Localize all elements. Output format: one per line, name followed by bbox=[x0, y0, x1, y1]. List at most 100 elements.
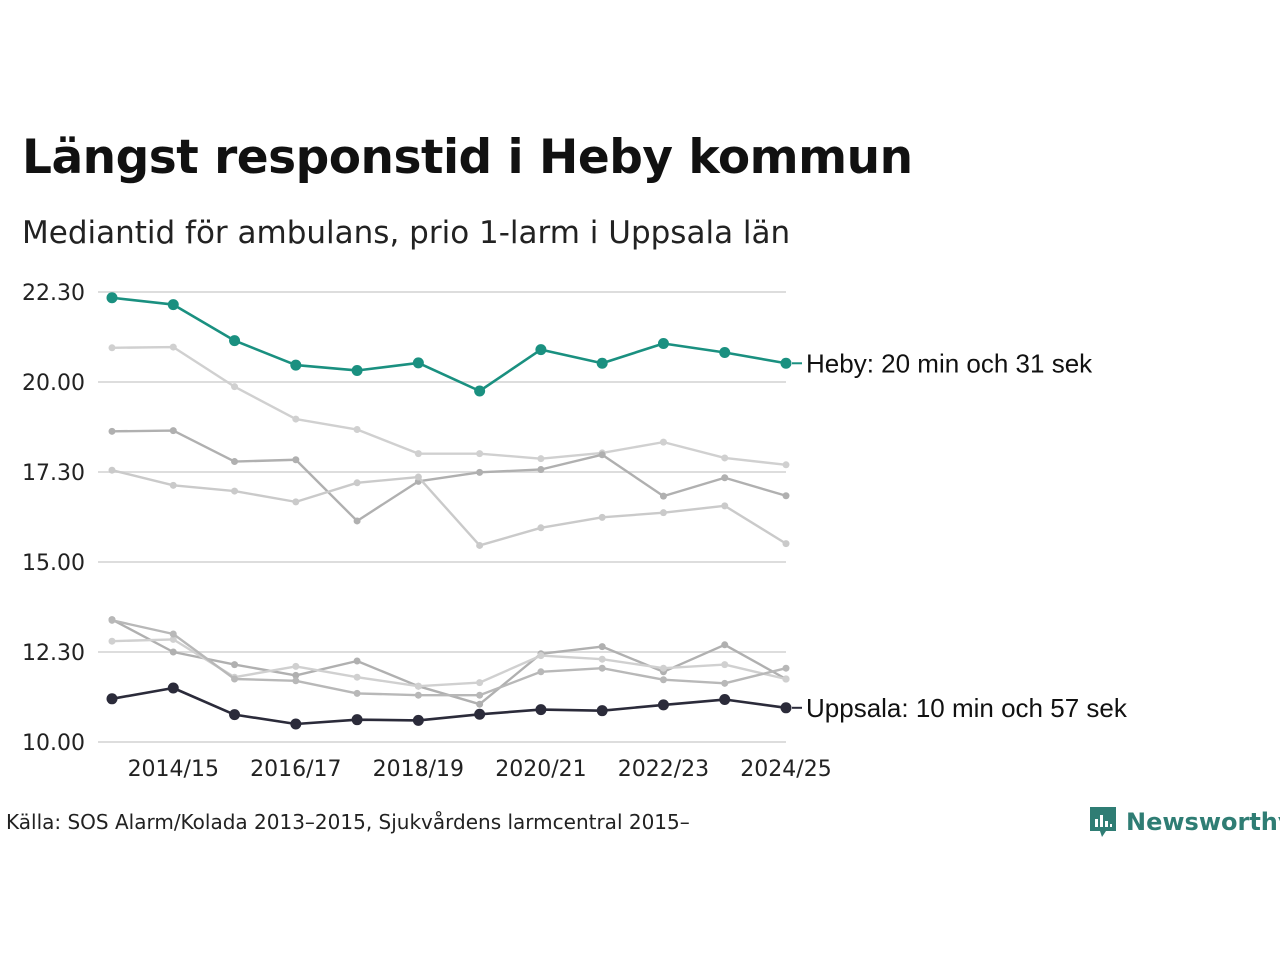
data-point-uppsala bbox=[351, 714, 363, 726]
data-point-kommun-a bbox=[108, 344, 116, 352]
data-point-kommun-f bbox=[537, 668, 545, 676]
data-point-kommun-a bbox=[659, 438, 667, 446]
data-point-kommun-d bbox=[598, 643, 606, 651]
data-point-kommun-f bbox=[292, 677, 300, 685]
data-point-kommun-a bbox=[414, 450, 422, 458]
data-point-heby bbox=[657, 337, 669, 349]
data-point-heby bbox=[474, 385, 486, 397]
x-tick-label: 2018/19 bbox=[373, 757, 464, 782]
data-point-kommun-f bbox=[414, 691, 422, 699]
data-point-kommun-d bbox=[721, 641, 729, 649]
data-point-uppsala bbox=[596, 705, 608, 717]
data-point-kommun-a bbox=[782, 461, 790, 469]
data-point-kommun-e bbox=[169, 635, 177, 643]
data-point-kommun-e bbox=[659, 664, 667, 672]
data-point-kommun-c bbox=[659, 509, 667, 517]
data-point-uppsala bbox=[474, 708, 486, 720]
data-point-kommun-b bbox=[476, 468, 484, 476]
data-point-kommun-a bbox=[537, 455, 545, 463]
data-point-kommun-c bbox=[782, 540, 790, 548]
data-point-kommun-b bbox=[231, 458, 239, 466]
series-line-kommun-a bbox=[111, 345, 787, 466]
series-line-uppsala bbox=[111, 686, 787, 726]
data-point-kommun-b bbox=[659, 492, 667, 500]
y-tick-label: 12.30 bbox=[22, 641, 85, 666]
data-point-kommun-e bbox=[598, 655, 606, 663]
data-point-kommun-a bbox=[353, 426, 361, 434]
series-line-heby bbox=[111, 296, 787, 393]
data-point-kommun-c bbox=[721, 502, 729, 510]
data-point-kommun-d bbox=[231, 661, 239, 669]
source-note: Källa: SOS Alarm/Kolada 2013–2015, Sjukv… bbox=[6, 810, 690, 834]
chart-title: Längst responstid i Heby kommun bbox=[22, 130, 913, 185]
data-point-kommun-d bbox=[353, 657, 361, 665]
data-point-uppsala bbox=[780, 702, 792, 714]
data-point-kommun-b bbox=[782, 492, 790, 500]
data-point-uppsala bbox=[657, 699, 669, 711]
data-point-kommun-f bbox=[169, 630, 177, 638]
data-point-uppsala bbox=[719, 694, 731, 706]
data-point-kommun-d bbox=[169, 648, 177, 656]
data-point-kommun-f bbox=[231, 675, 239, 683]
data-point-kommun-c bbox=[231, 487, 239, 495]
data-point-kommun-a bbox=[476, 450, 484, 458]
data-point-kommun-c bbox=[169, 481, 177, 489]
data-point-heby bbox=[351, 364, 363, 376]
data-point-kommun-a bbox=[721, 454, 729, 462]
data-point-heby bbox=[535, 344, 547, 356]
data-point-kommun-e bbox=[353, 673, 361, 681]
data-point-kommun-a bbox=[231, 383, 239, 391]
x-tick-label: 2022/23 bbox=[618, 757, 709, 782]
x-tick-label: 2014/15 bbox=[128, 757, 219, 782]
data-point-heby bbox=[290, 359, 302, 371]
data-point-kommun-b bbox=[108, 427, 116, 435]
data-point-kommun-e bbox=[476, 679, 484, 687]
data-point-kommun-a bbox=[292, 415, 300, 423]
brand-name: Newsworthy bbox=[1126, 808, 1280, 836]
series-line-kommun-b bbox=[111, 429, 787, 523]
y-tick-label: 20.00 bbox=[22, 371, 85, 396]
data-point-heby bbox=[780, 357, 792, 369]
data-point-heby bbox=[596, 357, 608, 369]
data-point-heby bbox=[229, 335, 241, 347]
data-point-kommun-c bbox=[537, 524, 545, 532]
x-tick-label: 2020/21 bbox=[495, 757, 586, 782]
data-point-kommun-e bbox=[721, 661, 729, 669]
data-point-kommun-e bbox=[782, 675, 790, 683]
data-point-kommun-c bbox=[476, 541, 484, 549]
data-point-kommun-b bbox=[169, 427, 177, 435]
y-tick-label: 10.00 bbox=[22, 731, 85, 756]
data-point-kommun-c bbox=[108, 466, 116, 474]
data-point-kommun-e bbox=[537, 652, 545, 660]
data-point-kommun-c bbox=[414, 473, 422, 481]
x-tick-label: 2016/17 bbox=[250, 757, 341, 782]
data-point-kommun-f bbox=[598, 664, 606, 672]
data-point-uppsala bbox=[229, 709, 241, 721]
series-label-heby: Heby: 20 min och 31 sek bbox=[806, 348, 1093, 378]
brand-logo[interactable]: Newsworthy bbox=[1088, 804, 1280, 840]
y-tick-label: 22.30 bbox=[22, 281, 85, 306]
data-point-kommun-c bbox=[598, 513, 606, 521]
data-point-kommun-f bbox=[659, 676, 667, 684]
data-point-uppsala bbox=[412, 714, 424, 726]
data-point-kommun-f bbox=[108, 616, 116, 624]
data-point-heby bbox=[167, 299, 179, 311]
data-point-kommun-b bbox=[537, 465, 545, 473]
data-point-kommun-c bbox=[292, 498, 300, 506]
data-point-kommun-d bbox=[476, 700, 484, 708]
series-line-kommun-f bbox=[111, 619, 787, 697]
data-point-heby bbox=[719, 346, 731, 358]
y-tick-label: 15.00 bbox=[22, 551, 85, 576]
data-point-uppsala bbox=[535, 704, 547, 716]
x-tick-label: 2024/25 bbox=[740, 757, 831, 782]
series-label-uppsala: Uppsala: 10 min och 57 sek bbox=[806, 693, 1128, 723]
series-line-kommun-c bbox=[111, 469, 787, 547]
data-point-kommun-f bbox=[476, 691, 484, 699]
data-point-kommun-a bbox=[169, 343, 177, 351]
data-point-uppsala bbox=[167, 682, 179, 694]
data-point-kommun-e bbox=[108, 637, 116, 645]
data-point-kommun-b bbox=[292, 456, 300, 464]
newsworthy-logo-icon bbox=[1090, 807, 1116, 837]
data-point-kommun-b bbox=[721, 474, 729, 482]
